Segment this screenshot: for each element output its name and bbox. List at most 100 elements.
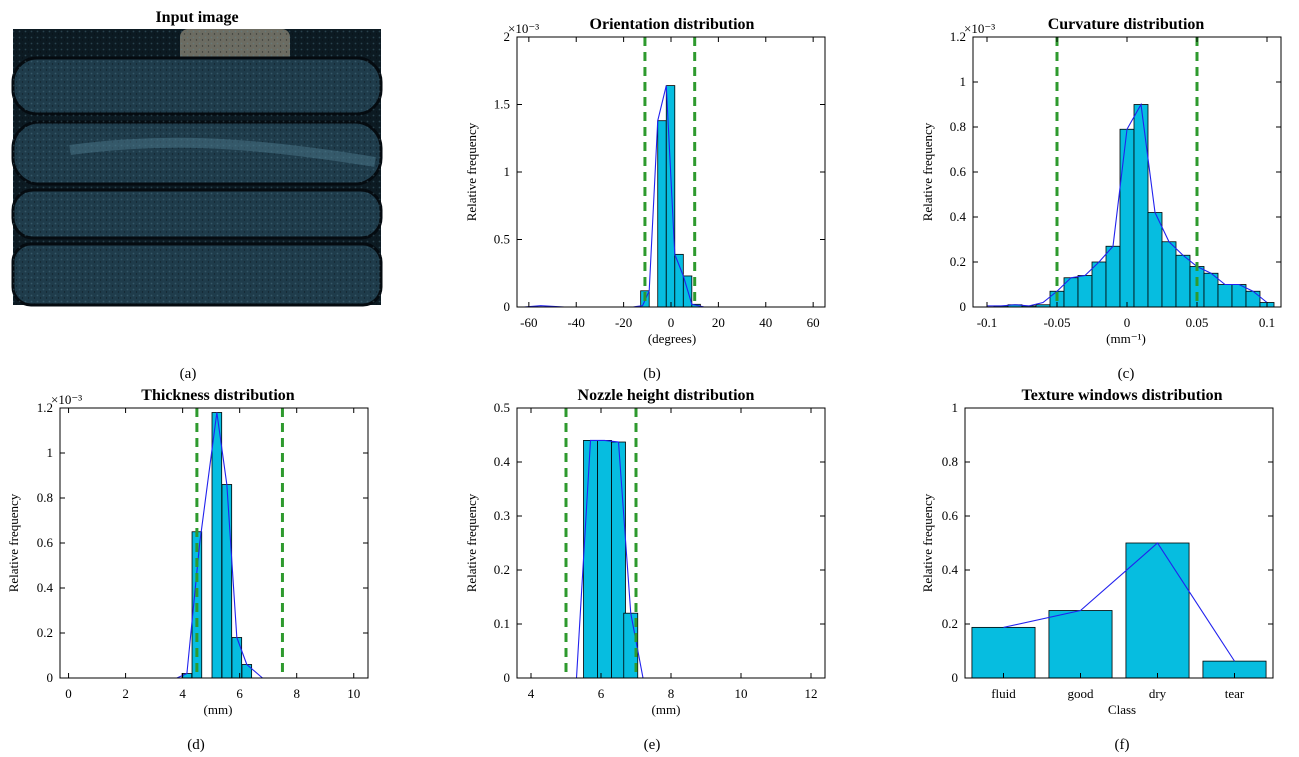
x-tick-label: -0.05 (1043, 315, 1070, 330)
panel-b: 0 0.5 1 1.5 2 -60 -40 -20 0 20 40 60 Orientation di… (464, 16, 826, 382)
x-tick-label: 0 (1124, 315, 1131, 330)
axes-box (516, 407, 826, 679)
y-tick-label: 0.4 (950, 209, 967, 224)
y-tick-label: 1.2 (950, 29, 966, 44)
x-tick-label: 8 (668, 686, 675, 701)
bar (1217, 284, 1233, 308)
y-tick-label: 0.2 (950, 254, 966, 269)
layer-highlight (69, 137, 376, 167)
curvature-xlabel: (mm⁻¹) (1106, 331, 1146, 346)
texture-xlabel: Class (1108, 702, 1136, 717)
caption-d: (d) (187, 737, 205, 753)
nozzle-plot: 0 0.1 0.2 0.3 0.4 0.5 4 6 8 10 12 (494, 400, 826, 701)
y-tick-label: 0.4 (37, 580, 54, 595)
bar (674, 253, 684, 308)
surface-texture (13, 29, 381, 305)
bar (583, 440, 598, 679)
y-tick-label: 0.4 (494, 454, 511, 469)
curvature-multiplier: ×10⁻³ (964, 21, 995, 36)
bar (1245, 290, 1261, 308)
x-tick-label: 2 (122, 686, 129, 701)
thickness-title: Thickness distribution (141, 387, 294, 404)
x-tick-label: 4 (179, 686, 186, 701)
y-tick-label: 0.8 (37, 490, 53, 505)
y-tick-label: 0 (504, 299, 511, 314)
input-image (11, 29, 383, 307)
x-tick-label: 40 (759, 315, 772, 330)
y-tick-label: 0.3 (494, 508, 510, 523)
x-tick-label: 10 (735, 686, 748, 701)
thickness-ylabel: Relative frequency (6, 493, 21, 592)
x-tick-label: fluid (991, 686, 1016, 701)
distribution-line (1003, 542, 1235, 662)
input-image-title: Input image (155, 9, 238, 26)
x-tick-label: 12 (805, 686, 818, 701)
bar (1203, 272, 1219, 308)
caption-f: (f) (1115, 737, 1130, 753)
y-tick-label: 0 (952, 670, 959, 685)
y-tick-label: 0.5 (494, 400, 510, 415)
bar (597, 440, 612, 679)
bar (1048, 610, 1113, 679)
y-tick-label: 0.1 (494, 616, 510, 631)
bar (211, 412, 223, 679)
orientation-title: Orientation distribution (590, 16, 755, 33)
thickness-multiplier: ×10⁻³ (51, 392, 82, 407)
distribution-line (987, 102, 1268, 307)
bar (221, 484, 233, 679)
x-tick-label: 6 (598, 686, 605, 701)
y-tick-label: 1.5 (494, 97, 510, 112)
bar (971, 626, 1036, 679)
orientation-xlabel: (degrees) (648, 331, 696, 346)
bar (1091, 261, 1107, 308)
y-tick-label: 1 (504, 164, 511, 179)
y-tick-label: 0.4 (942, 562, 959, 577)
distribution-line (538, 439, 804, 679)
x-tick-label: -20 (615, 315, 632, 330)
x-tick-label: 4 (528, 686, 535, 701)
bar (241, 664, 253, 679)
bar (1175, 254, 1191, 308)
orientation-ylabel: Relative frequency (464, 122, 479, 221)
bar (1105, 245, 1121, 308)
nozzle-ylabel: Relative frequency (464, 493, 479, 592)
y-tick-label: 0 (960, 299, 967, 314)
x-tick-label: -60 (520, 315, 537, 330)
panel-a: Input image (a) (11, 9, 383, 382)
caption-a: (a) (180, 366, 197, 382)
y-tick-label: 0.6 (950, 164, 967, 179)
y-tick-label: 1 (47, 445, 54, 460)
x-tick-label: 8 (293, 686, 300, 701)
x-tick-label: -40 (568, 315, 585, 330)
caption-e: (e) (644, 737, 661, 753)
x-tick-label: 60 (807, 315, 820, 330)
curvature-plot: 0 0.2 0.4 0.6 0.8 1 1.2 -0.1 -0.05 0 0.05 0.1 (950, 29, 1282, 330)
bar (1077, 275, 1093, 308)
caption-c: (c) (1118, 366, 1135, 382)
texture-ylabel: Relative frequency (920, 493, 935, 592)
x-tick-label: 0 (668, 315, 675, 330)
y-tick-label: 0.8 (950, 119, 966, 134)
y-tick-label: 2 (504, 29, 511, 44)
x-tick-label: tear (1225, 686, 1245, 701)
x-tick-label: dry (1149, 686, 1167, 701)
texture-title: Texture windows distribution (1022, 387, 1223, 404)
x-tick-label: 10 (347, 686, 360, 701)
x-tick-label: 0.05 (1186, 315, 1209, 330)
nozzle-xlabel: (mm) (652, 702, 681, 717)
y-tick-label: 0.8 (942, 454, 958, 469)
orientation-multiplier: ×10⁻³ (508, 21, 539, 36)
curvature-title: Curvature distribution (1048, 16, 1205, 33)
y-tick-label: 0.2 (37, 625, 53, 640)
axes-box (964, 407, 1274, 679)
thickness-xlabel: (mm) (204, 702, 233, 717)
bar (181, 673, 193, 679)
y-tick-label: 1.2 (37, 400, 53, 415)
x-tick-label: -0.1 (977, 315, 998, 330)
panel-c: 0 0.2 0.4 0.6 0.8 1 1.2 -0.1 -0.05 0 0.05 0.1 Curva… (920, 16, 1282, 382)
orientation-plot: 0 0.5 1 1.5 2 -60 -40 -20 0 20 40 60 (494, 29, 826, 330)
x-tick-label: good (1068, 686, 1095, 701)
bar (1133, 104, 1149, 308)
y-tick-label: 0.2 (494, 562, 510, 577)
